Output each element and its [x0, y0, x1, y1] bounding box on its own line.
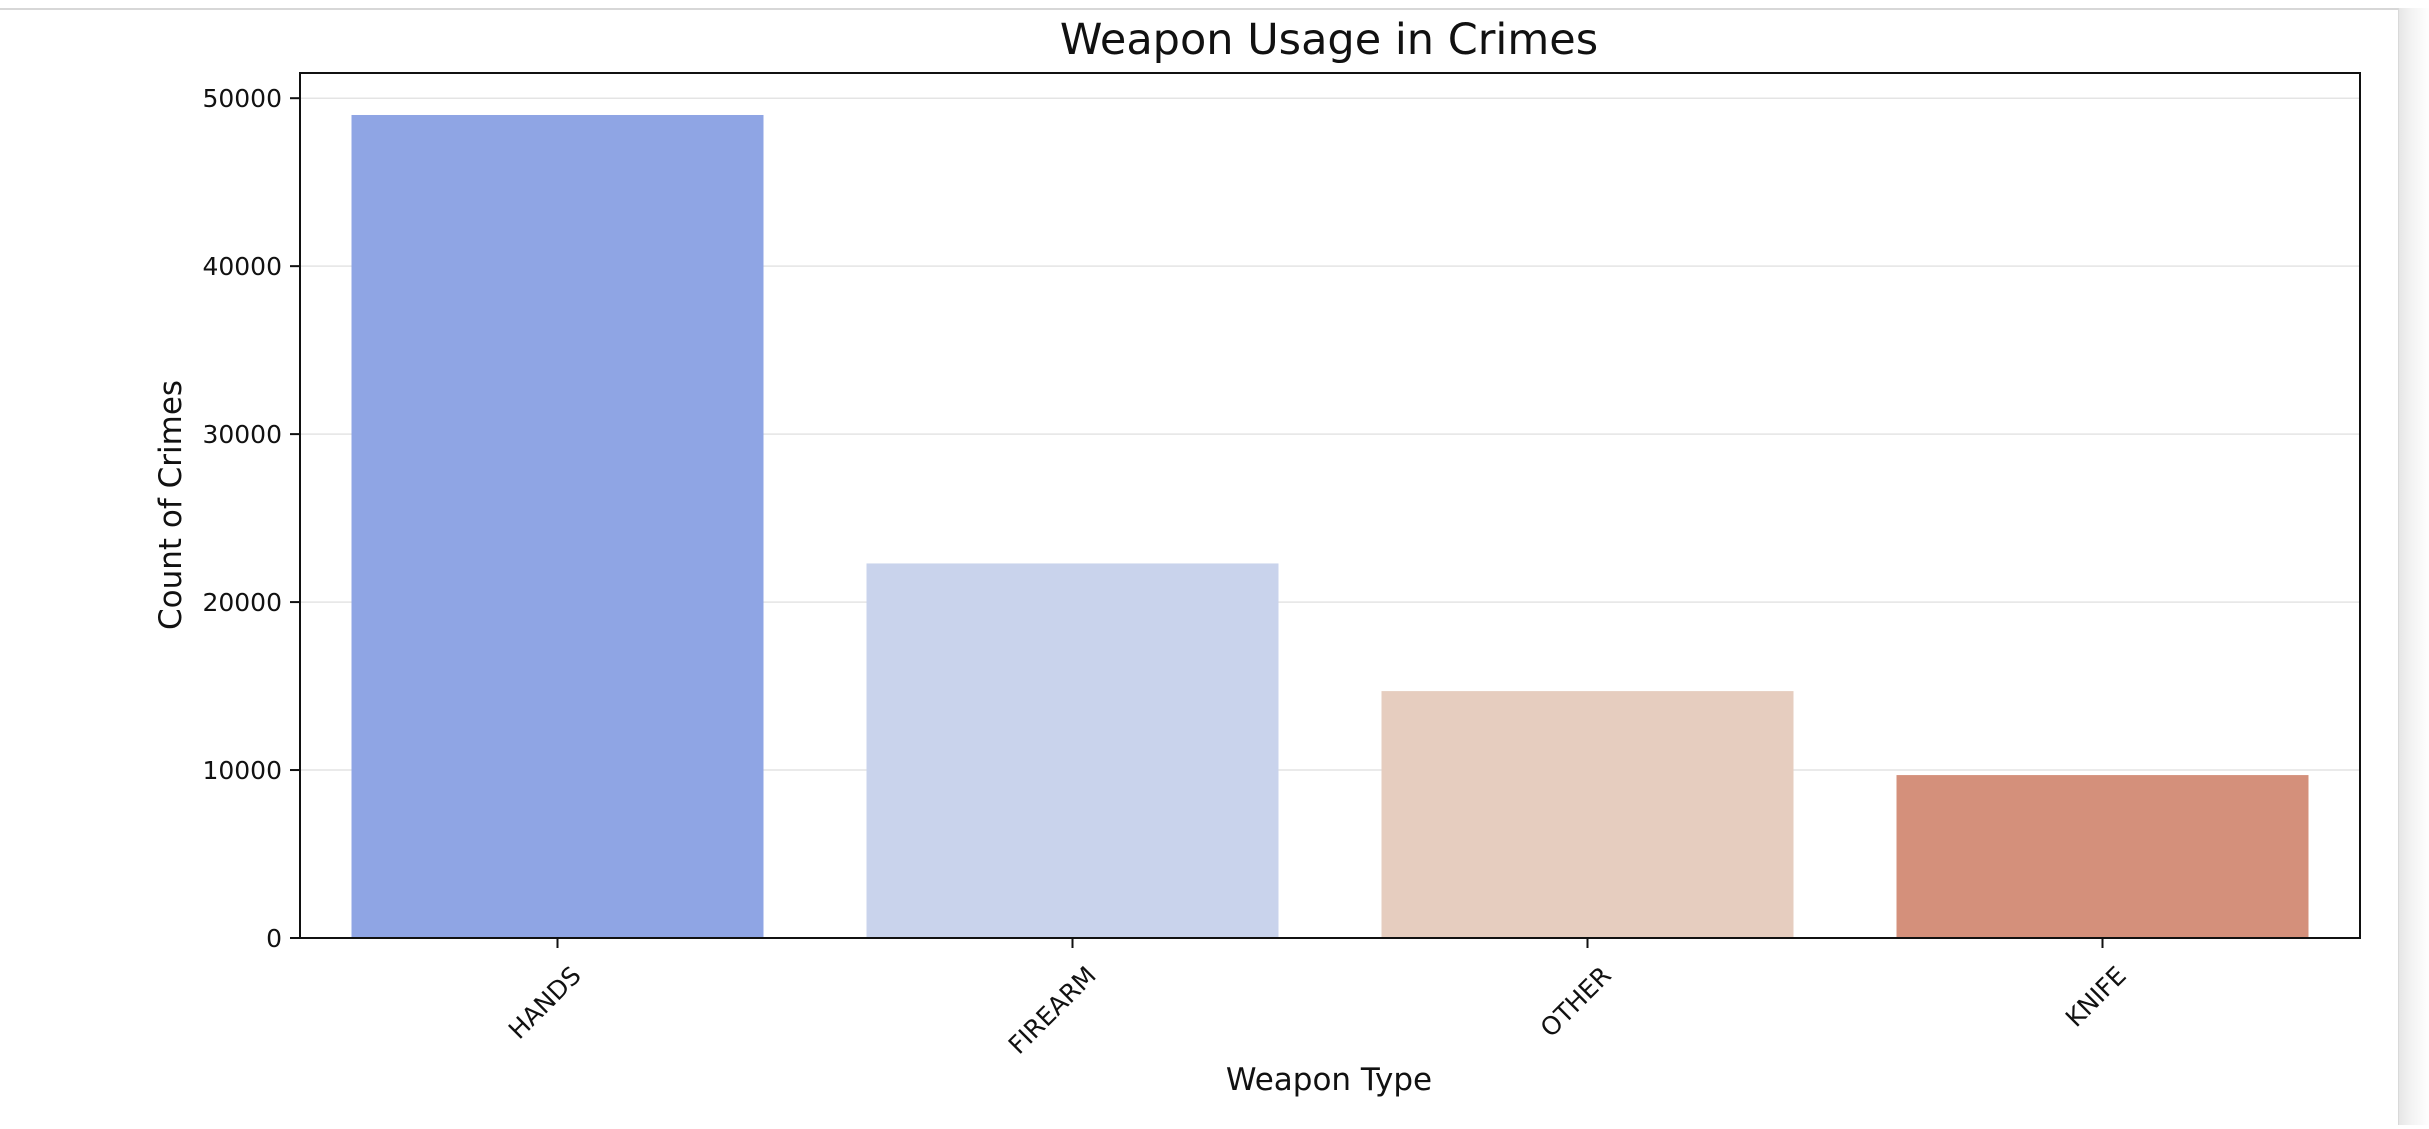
bar-other — [1381, 691, 1794, 938]
y-axis-ticks: 0 10000 20000 30000 40000 50000 — [202, 84, 300, 953]
x-tick-label: KNIFE — [2060, 961, 2132, 1033]
bar-knife — [1896, 775, 2309, 938]
y-tick-label: 30000 — [202, 420, 282, 449]
x-tick-label: HANDS — [503, 961, 587, 1045]
y-tick-label: 20000 — [202, 588, 282, 617]
y-axis-label: Count of Crimes — [153, 380, 189, 630]
x-axis-ticks: HANDS FIREARM OTHER KNIFE — [503, 938, 2132, 1060]
window-right-edge — [2398, 8, 2429, 1125]
y-tick-label: 10000 — [202, 756, 282, 785]
x-axis-label: Weapon Type — [1226, 1062, 1432, 1098]
window-top-border — [0, 0, 2429, 10]
y-tick-label: 40000 — [202, 252, 282, 281]
y-tick-label: 0 — [266, 924, 282, 953]
bar-firearm — [866, 563, 1279, 938]
plot-frame — [299, 72, 2361, 939]
y-tick-label: 50000 — [202, 84, 282, 113]
x-tick-label: OTHER — [1535, 961, 1617, 1043]
bar-hands — [351, 114, 764, 938]
bars — [351, 114, 2309, 938]
chart-title: Weapon Usage in Crimes — [1060, 15, 1598, 65]
x-tick-label: FIREARM — [1003, 961, 1102, 1060]
